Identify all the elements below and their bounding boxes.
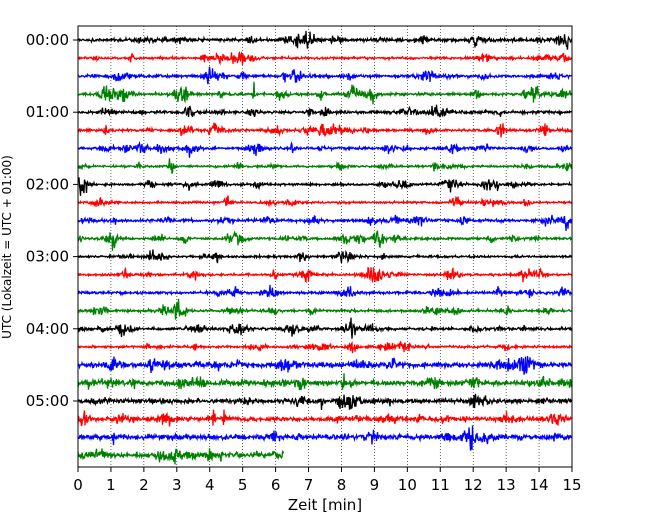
- y-tick-label: 02:00: [26, 175, 69, 193]
- trace-row-0315: [77, 266, 573, 284]
- x-tick-label: 9: [370, 476, 380, 494]
- y-axis-label: UTC (Lokalzeit = UTC + 01:00): [0, 155, 14, 339]
- x-tick-label: 10: [398, 476, 417, 494]
- trace-row-0045: [77, 81, 573, 105]
- y-tick-label: 04:00: [26, 320, 69, 338]
- x-tick-label: 0: [73, 476, 83, 494]
- x-tick-label: 1: [106, 476, 116, 494]
- trace-row-0030: [77, 66, 573, 85]
- y-tick-label: 05:00: [26, 392, 69, 410]
- y-tick-label: 03:00: [26, 248, 69, 266]
- x-tick-label: 5: [238, 476, 248, 494]
- trace-row-0000: [77, 30, 573, 50]
- trace-row-0130: [77, 140, 573, 158]
- y-tick-label: 00:00: [26, 31, 69, 49]
- trace-row-0215: [77, 195, 573, 208]
- trace-row-0530: [77, 425, 573, 451]
- y-axis-ticks: 00:00 01:00 02:00 03:00 04:00 05:00: [26, 31, 78, 410]
- trace-rows: [77, 30, 573, 465]
- trace-row-0200: [77, 177, 573, 196]
- trace-row-0545: [77, 448, 285, 465]
- trace-row-0430: [77, 356, 573, 375]
- x-tick-label: 12: [464, 476, 483, 494]
- trace-row-0145: [77, 158, 573, 174]
- trace-row-0400: [77, 317, 573, 339]
- trace-row-0115: [77, 122, 573, 138]
- trace-row-0245: [77, 230, 573, 251]
- trace-row-0300: [77, 249, 573, 264]
- x-tick-label: 14: [530, 476, 549, 494]
- x-tick-label: 6: [271, 476, 281, 494]
- x-axis-label: Zeit [min]: [288, 496, 362, 514]
- trace-row-0515: [77, 409, 573, 427]
- trace-row-0100: [77, 104, 573, 118]
- plot-area-frame: [77, 25, 573, 468]
- trace-row-0415: [77, 341, 573, 354]
- trace-row-0445: [77, 373, 573, 391]
- y-tick-label: 01:00: [26, 103, 69, 121]
- x-tick-label: 2: [139, 476, 149, 494]
- x-tick-label: 3: [172, 476, 182, 494]
- trace-row-0330: [77, 284, 573, 299]
- x-tick-label: 15: [562, 476, 581, 494]
- trace-row-0345: [77, 298, 573, 320]
- x-tick-label: 11: [431, 476, 450, 494]
- trace-row-0015: [77, 50, 573, 66]
- x-tick-label: 13: [497, 476, 516, 494]
- x-tick-label: 4: [205, 476, 215, 494]
- trace-row-0500: [77, 393, 573, 410]
- x-tick-label: 7: [304, 476, 314, 494]
- x-axis-ticks: 0 1 2 3 4 5 6 7 8 9 10 11 12 13 14 15: [73, 467, 582, 494]
- x-tick-label: 8: [337, 476, 347, 494]
- trace-row-0230: [77, 214, 573, 231]
